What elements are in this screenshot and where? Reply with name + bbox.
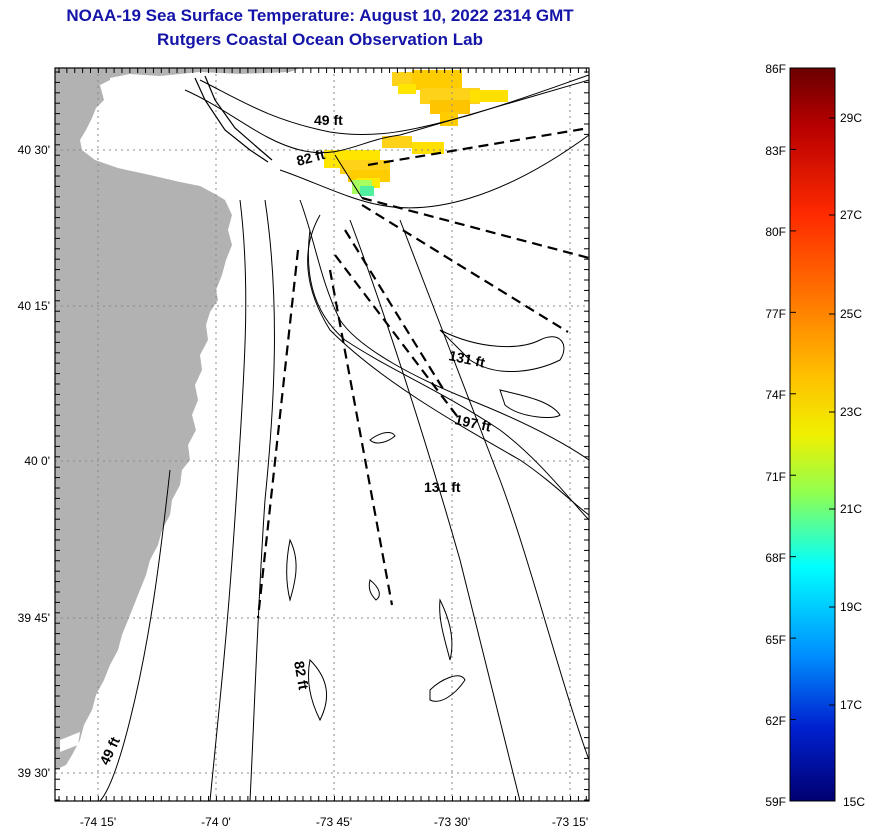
colorbar-c-label: 23C [840, 405, 862, 419]
colorbar-c-label: 25C [840, 307, 862, 321]
lon-tick-label: -74 15' [80, 815, 116, 829]
colorbar-celsius-labels: 29C 27C 25C 23C 21C 19C 17C 15C [840, 111, 865, 809]
lat-tick-label: 40 0' [24, 454, 50, 468]
colorbar-f-label: 65F [765, 633, 786, 647]
colorbar-c-label: 17C [840, 698, 862, 712]
map-subtitle: Rutgers Coastal Ocean Observation Lab [157, 30, 483, 49]
longitude-ticks: -74 15' -74 0' -73 45' -73 30' -73 15' [80, 815, 588, 829]
colorbar-f-label: 68F [765, 551, 786, 565]
sst-patch-north [392, 70, 508, 126]
colorbar-f-label: 83F [765, 144, 786, 158]
shipping-channels [194, 75, 273, 163]
lat-tick-label: 40 15' [18, 299, 50, 313]
map-title: NOAA-19 Sea Surface Temperature: August … [66, 6, 574, 25]
lat-tick-label: 39 30' [18, 766, 50, 780]
transect-lines [256, 126, 589, 619]
colorbar-f-label: 71F [765, 470, 786, 484]
colorbar-c-label: 21C [840, 502, 862, 516]
contour-label-82ft-harbor: 82 ft [295, 146, 327, 169]
sst-patch-harbor [324, 136, 444, 196]
contour-labels: 49 ft 82 ft 131 ft 197 ft 131 ft 82 ft 4… [96, 112, 493, 767]
colorbar-f-label: 74F [765, 388, 786, 402]
land-mass [55, 68, 232, 770]
lon-tick-label: -74 0' [201, 815, 231, 829]
lon-tick-label: -73 45' [316, 815, 352, 829]
colorbar-f-label: 86F [765, 62, 786, 76]
grid-lines [55, 68, 589, 801]
temperature-colorbar [789, 67, 836, 802]
contour-label-49ft-north: 49 ft [314, 112, 343, 128]
colorbar-f-label: 80F [765, 225, 786, 239]
lat-tick-label: 39 45' [18, 611, 50, 625]
latitude-ticks: 40 30' 40 15' 40 0' 39 45' 39 30' [18, 143, 50, 780]
map-frame [54, 67, 590, 802]
frame-ticks [55, 68, 589, 801]
colorbar-f-label: 77F [765, 307, 786, 321]
colorbar-fahrenheit-labels: 86F 83F 80F 77F 74F 71F 68F 65F 62F 59F [765, 62, 786, 809]
colorbar-c-label: 19C [840, 600, 862, 614]
colorbar-c-label: 29C [840, 111, 862, 125]
colorbar-ticks [790, 67, 835, 802]
contour-label-131ft-east: 131 ft [447, 347, 486, 370]
lon-tick-label: -73 15' [552, 815, 588, 829]
colorbar-f-label: 62F [765, 714, 786, 728]
contour-label-82ft-south: 82 ft [291, 660, 312, 691]
colorbar-c-label: 27C [840, 208, 862, 222]
contour-label-131ft-south: 131 ft [424, 479, 461, 495]
lat-tick-label: 40 30' [18, 143, 50, 157]
colorbar-f-label: 59F [765, 795, 786, 809]
colorbar-c-label: 15C [843, 795, 865, 809]
lon-tick-label: -73 30' [434, 815, 470, 829]
contour-label-197ft: 197 ft [453, 411, 492, 434]
depth-contours [99, 74, 589, 801]
